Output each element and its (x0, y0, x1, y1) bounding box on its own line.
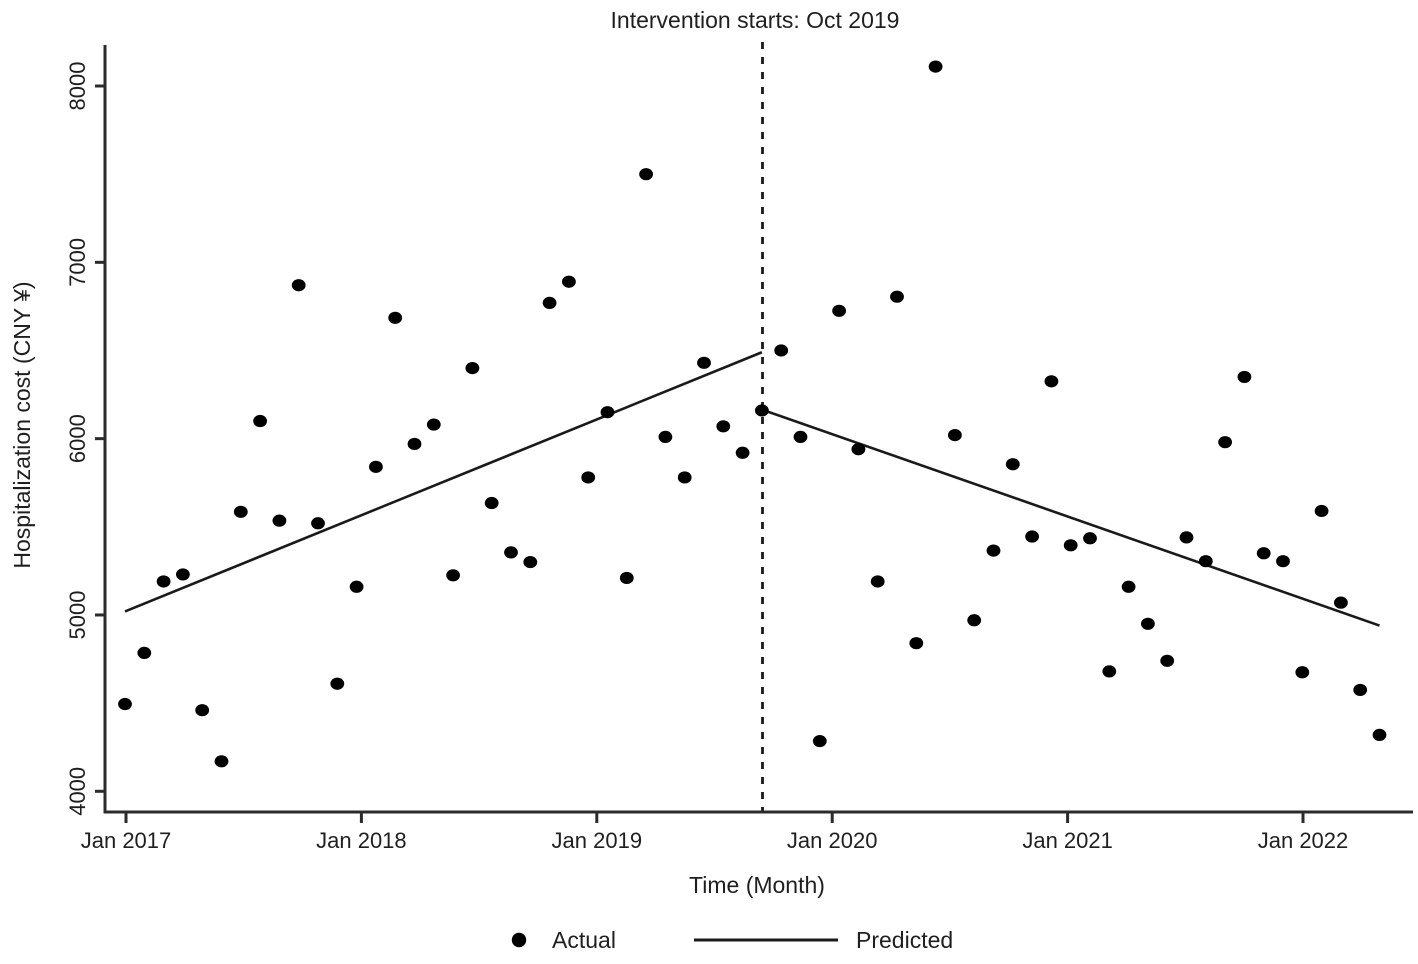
data-point (426, 418, 441, 431)
data-point (1179, 531, 1194, 544)
data-point (851, 443, 866, 456)
legend: Actual Predicted (511, 927, 953, 953)
data-point (1334, 596, 1348, 609)
data-point (735, 446, 750, 459)
data-point (1276, 555, 1290, 568)
y-axis-ticks: 4000 5000 6000 7000 8000 (65, 62, 105, 816)
data-point (697, 356, 711, 369)
data-point (118, 697, 132, 711)
data-point (1160, 654, 1175, 667)
data-point (253, 414, 267, 428)
data-point (1102, 665, 1117, 678)
data-point (928, 60, 943, 73)
legend-actual-marker-icon (511, 932, 527, 948)
data-point (716, 420, 731, 433)
legend-actual-label: Actual (552, 927, 616, 953)
data-point (1218, 436, 1232, 449)
data-point (1005, 458, 1020, 471)
data-point (870, 575, 885, 588)
data-point (755, 404, 769, 417)
data-point (465, 362, 480, 375)
data-point (1237, 370, 1252, 384)
data-point (272, 514, 287, 527)
data-point (137, 646, 152, 659)
data-point (619, 571, 634, 585)
x-axis-title: Time (Month) (689, 872, 825, 898)
y-axis-title: Hospitalization cost (CNY ¥) (9, 281, 35, 568)
data-point (600, 406, 615, 419)
data-point (562, 275, 576, 288)
data-point (1256, 547, 1271, 560)
x-tick-label: Jan 2022 (1258, 828, 1349, 853)
data-point (349, 580, 364, 593)
data-point (176, 568, 190, 581)
data-point (909, 637, 924, 650)
data-point (581, 471, 596, 484)
data-point (677, 471, 692, 484)
x-tick-label: Jan 2019 (552, 828, 643, 853)
data-point (812, 734, 827, 748)
data-point (446, 569, 460, 582)
data-point (195, 704, 210, 717)
predicted-segment (124, 351, 763, 613)
y-tick-label: 8000 (65, 62, 90, 111)
legend-predicted-label: Predicted (856, 927, 953, 953)
data-point (658, 430, 673, 443)
data-point (407, 437, 422, 451)
data-point (1372, 728, 1387, 741)
data-point (214, 755, 229, 768)
y-tick-label: 4000 (65, 767, 90, 816)
data-point (1314, 504, 1329, 518)
axes (103, 45, 1413, 814)
data-point (1025, 530, 1039, 543)
data-point (156, 575, 171, 588)
data-point (890, 290, 904, 303)
data-point (504, 546, 518, 559)
data-point (330, 677, 345, 690)
data-point (948, 429, 962, 442)
data-point (484, 496, 499, 510)
predicted-segment (761, 408, 1380, 627)
y-tick-label: 6000 (65, 414, 90, 463)
x-tick-label: Jan 2020 (787, 828, 878, 853)
x-tick-label: Jan 2021 (1022, 828, 1113, 853)
y-tick-label: 7000 (65, 238, 90, 287)
data-point (233, 505, 248, 518)
x-tick-label: Jan 2018 (316, 828, 407, 853)
data-point (1063, 539, 1078, 552)
data-point (967, 614, 982, 627)
y-tick-label: 5000 (65, 590, 90, 639)
data-point (1044, 375, 1059, 388)
data-point (369, 460, 383, 473)
data-point (1295, 666, 1310, 679)
data-point (832, 304, 846, 317)
data-point (311, 517, 325, 530)
data-point (1141, 617, 1155, 630)
actual-points-series (118, 60, 1387, 768)
data-point (774, 344, 789, 357)
predicted-line-series (124, 351, 1380, 627)
x-axis-ticks: Jan 2017 Jan 2018 Jan 2019 Jan 2020 Jan 2021… (81, 812, 1349, 853)
data-point (523, 555, 538, 569)
data-point (793, 430, 808, 443)
data-point (1198, 555, 1213, 568)
data-point (291, 279, 306, 292)
x-tick-label: Jan 2017 (81, 828, 172, 853)
data-point (986, 544, 1001, 557)
chart-title: Intervention starts: Oct 2019 (611, 7, 900, 33)
data-point (388, 311, 403, 324)
data-point (542, 296, 557, 309)
data-point (1083, 532, 1097, 545)
data-point (639, 168, 653, 181)
data-point (1353, 683, 1368, 697)
data-point (1121, 580, 1136, 593)
